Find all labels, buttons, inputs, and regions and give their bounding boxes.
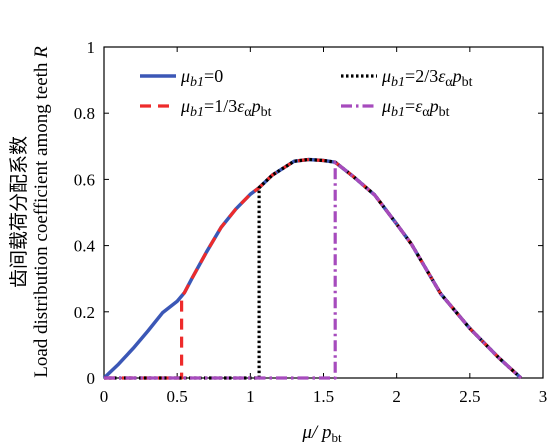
- legend-entry-1: μb1=0: [140, 66, 223, 90]
- x-tick-label: 0.5: [167, 387, 188, 406]
- legend-label: μb1=εαpbt: [381, 96, 450, 120]
- svg-text:μ/ pbt: μ/ pbt: [301, 422, 342, 445]
- y-axis-label-en: Load distribution coefficient among teet…: [31, 46, 52, 378]
- y-tick-label: 0.8: [74, 104, 95, 123]
- legend-entry-2: μb1=1/3εαpbt: [140, 96, 272, 120]
- x-tick-label: 1: [246, 387, 255, 406]
- x-axis-label: μ/ pbt: [301, 422, 342, 445]
- x-tick-label: 2: [392, 387, 401, 406]
- legend-label: μb1=0: [180, 66, 223, 90]
- x-tick-label: 3: [539, 387, 548, 406]
- y-tick-label: 0.4: [74, 237, 96, 256]
- legend-label: μb1=1/3εαpbt: [180, 96, 272, 120]
- legend-entry-3: μb1=2/3εαpbt: [341, 66, 473, 90]
- series-line-1: [102, 157, 523, 380]
- series-line-3: [104, 157, 523, 380]
- series-line-2: [104, 157, 523, 380]
- x-tick-label: 2.5: [459, 387, 480, 406]
- y-tick-label: 0.2: [74, 303, 95, 322]
- plot-frame: [103, 46, 544, 379]
- x-tick-label: 1.5: [313, 387, 334, 406]
- x-tick-label: 0: [100, 387, 109, 406]
- series-line-4: [104, 160, 523, 380]
- y-tick-label: 1: [87, 38, 96, 57]
- legend-label: μb1=2/3εαpbt: [381, 66, 473, 90]
- series-layer: [102, 157, 523, 380]
- y-tick-label: 0.6: [74, 170, 95, 189]
- y-tick-label: 0: [87, 369, 96, 388]
- y-axis-label: 齿间载荷分配系数 Load distribution coefficient a…: [8, 46, 52, 378]
- legend: μb1=0 μb1=1/3εαpbt μb1=2/3εαpbt μb1=εαpbt: [140, 66, 473, 120]
- y-axis-label-cn: 齿间载荷分配系数: [8, 136, 30, 288]
- legend-entry-4: μb1=εαpbt: [341, 96, 450, 120]
- plot-axes: 0 0.5 1 1.5 2 2.5 3 0 0.2 0.4 0.6 0.8 1: [74, 38, 548, 406]
